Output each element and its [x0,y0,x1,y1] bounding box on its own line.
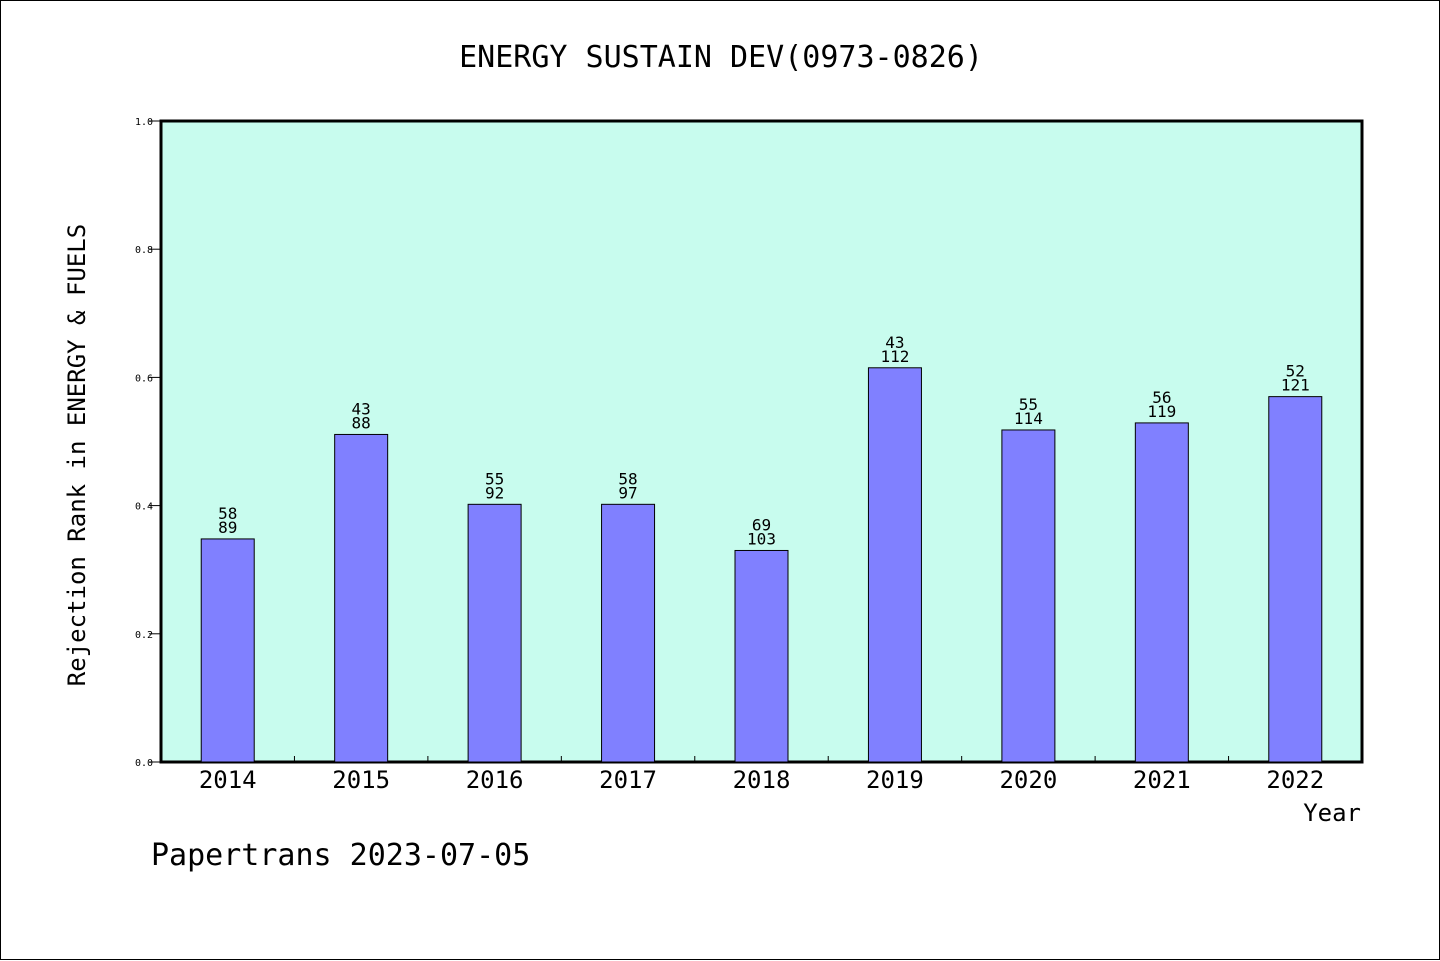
x-tick-label: 2018 [733,766,791,794]
y-axis: 0.0 0.2 0.4 0.6 0.8 1.0 [135,117,161,769]
bar-2018 [734,549,789,763]
data-label-bottom: 92 [485,483,504,502]
bar-2022 [1268,396,1323,763]
x-tick-label: 2022 [1266,766,1324,794]
data-label-top: 55 [485,469,504,488]
data-label-top: 55 [1019,395,1038,414]
data-label-bottom: 119 [1147,402,1176,421]
chart-title: ENERGY SUSTAIN DEV(0973-0826) [459,40,983,75]
x-tick-label: 2020 [999,766,1057,794]
data-label-bottom: 112 [880,347,909,366]
bar-2014 [200,538,255,763]
bar-2020 [1001,429,1056,763]
x-axis: 2014 2015 2016 2017 2018 2019 2020 2021 2022 [199,756,1324,794]
data-label-top: 43 [352,399,371,418]
data-label-top: 52 [1286,362,1305,381]
y-tick-label: 0.2 [135,630,153,641]
data-label-bottom: 88 [352,413,371,432]
data-label-bottom: 89 [218,518,237,537]
x-axis-title: Year [1303,799,1361,827]
bar-2019 [867,367,922,763]
data-label-bottom: 103 [747,529,776,548]
y-tick-label: 0.8 [135,245,153,256]
bar-series [200,367,1323,763]
y-tick-label: 1.0 [135,117,153,128]
footer-date-stamp: Papertrans 2023-07-05 [151,838,530,873]
data-label-top: 69 [752,515,771,534]
x-tick-label: 2017 [599,766,657,794]
x-tick-label: 2015 [332,766,390,794]
data-label-top: 56 [1152,388,1171,407]
data-label-bottom: 121 [1281,376,1310,395]
bar-2015 [334,433,389,763]
data-label-top: 58 [218,504,237,523]
y-tick-label: 0.0 [135,758,153,769]
bar-2021 [1134,422,1189,763]
x-tick-label: 2016 [466,766,524,794]
bar-2016 [467,503,522,763]
data-label-bottom: 114 [1014,409,1043,428]
y-axis-title: Rejection Rank in ENERGY & FUELS [63,224,91,686]
y-tick-label: 0.4 [135,502,153,513]
x-tick-label: 2014 [199,766,257,794]
data-label-bottom: 97 [618,483,637,502]
bar-data-labels: 5889438855925897691034311255114561195212… [218,333,1310,549]
bar-2017 [601,503,656,763]
y-tick-label: 0.6 [135,373,153,384]
x-tick-label: 2021 [1133,766,1191,794]
data-label-top: 43 [885,333,904,352]
x-tick-label: 2019 [866,766,924,794]
data-label-top: 58 [618,469,637,488]
